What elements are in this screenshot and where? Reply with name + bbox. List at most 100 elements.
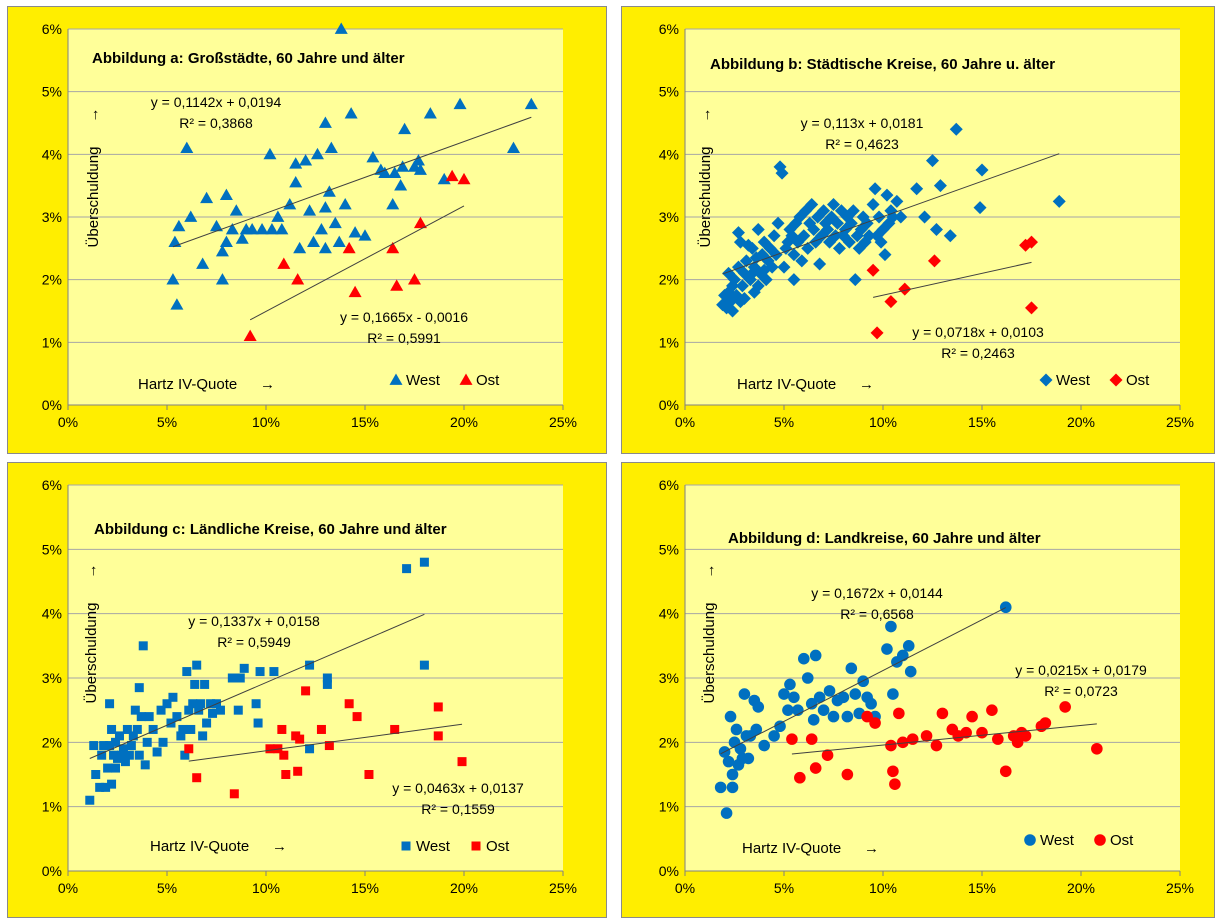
y-tick-label: 0%	[659, 863, 679, 879]
data-point-west	[897, 649, 909, 662]
x-tick-label: 10%	[869, 880, 897, 896]
data-point-ost	[992, 733, 1004, 745]
data-point-west	[107, 779, 117, 789]
data-point-west	[832, 241, 846, 255]
x-tick-label: 25%	[1166, 414, 1194, 430]
trend-equation: y = 0,0215x + 0,0179	[1015, 662, 1147, 678]
data-point-west	[124, 750, 134, 760]
data-point-west	[310, 147, 324, 160]
data-point-west	[778, 688, 790, 700]
y-axis-label: Überschuldung	[82, 603, 100, 704]
y-axis-arrow: →	[83, 564, 100, 579]
x-tick-label: 15%	[351, 880, 379, 896]
data-point-west	[229, 204, 243, 216]
data-point-west	[138, 641, 148, 651]
data-point-west	[731, 260, 745, 274]
series-west	[166, 22, 538, 310]
data-point-west	[837, 691, 850, 704]
data-point-west	[730, 723, 743, 736]
data-point-ost	[445, 169, 459, 182]
data-point-west	[132, 724, 142, 734]
data-point-ost	[277, 724, 287, 734]
x-tick-label: 10%	[252, 414, 280, 430]
data-point-west	[720, 301, 734, 315]
data-point-ost	[1025, 235, 1038, 249]
x-tick-label: 25%	[1166, 880, 1194, 896]
data-point-west	[95, 782, 105, 792]
data-point-west	[386, 197, 400, 210]
y-tick-label: 6%	[42, 477, 62, 493]
data-point-west	[774, 720, 786, 733]
y-tick-label: 5%	[42, 84, 62, 100]
legend: West Ost	[401, 838, 510, 855]
data-point-west	[396, 160, 410, 172]
x-axis-label: Hartz IV-Quote	[150, 838, 249, 855]
y-tick-label: 0%	[42, 397, 62, 413]
data-point-west	[453, 97, 467, 110]
data-point-west	[168, 235, 182, 247]
data-point-west	[140, 760, 150, 770]
data-point-west	[188, 699, 198, 709]
data-point-west	[874, 235, 888, 249]
y-axis-arrow: →	[697, 108, 714, 123]
data-point-west	[170, 298, 184, 310]
data-point-west	[437, 172, 451, 185]
data-point-ost	[786, 733, 798, 745]
data-point-west	[714, 781, 727, 794]
x-tick-label: 0%	[58, 414, 78, 430]
data-point-ost	[869, 717, 881, 729]
data-point-west	[130, 705, 140, 715]
data-point-west	[763, 241, 777, 255]
x-tick-label: 15%	[968, 414, 996, 430]
data-point-ost	[1059, 701, 1071, 713]
data-point-west	[180, 141, 194, 153]
data-point-west	[219, 235, 233, 247]
data-point-west	[731, 226, 745, 240]
data-point-west	[1052, 194, 1066, 208]
data-point-west	[178, 724, 188, 734]
data-point-west	[910, 182, 924, 196]
data-point-ost	[184, 744, 194, 754]
data-point-west	[233, 705, 243, 715]
y-axis-label: Überschuldung	[700, 603, 718, 704]
data-point-west	[275, 223, 289, 235]
x-tick-label: 0%	[58, 880, 78, 896]
data-point-west	[775, 166, 789, 180]
trendline-ost	[872, 261, 1032, 298]
legend-label-ost: Ost	[476, 372, 500, 389]
data-point-west	[726, 304, 740, 318]
legend-label-ost: Ost	[1110, 832, 1134, 849]
trend-r-squared: R² = 0,1559	[421, 801, 495, 817]
y-tick-label: 3%	[42, 670, 62, 686]
data-point-west	[419, 557, 429, 567]
data-point-west	[202, 718, 212, 728]
data-point-ost	[413, 216, 427, 229]
data-point-west	[215, 244, 229, 257]
data-point-west	[196, 699, 206, 709]
data-point-west	[788, 691, 800, 704]
trend-r-squared: R² = 0,5991	[367, 330, 441, 346]
data-point-west	[849, 688, 862, 700]
y-tick-label: 6%	[659, 477, 679, 493]
y-tick-label: 4%	[42, 146, 62, 162]
x-axis-label: Hartz IV-Quote	[737, 376, 836, 393]
data-point-west	[239, 663, 249, 673]
data-point-west	[97, 750, 107, 760]
legend-marker-ost	[1094, 834, 1106, 846]
x-tick-label: 25%	[549, 414, 577, 430]
data-point-ost	[805, 733, 818, 745]
data-point-west	[318, 241, 332, 254]
y-axis-label: Überschuldung	[696, 147, 714, 248]
series-ost	[184, 686, 467, 799]
data-point-west	[728, 273, 741, 287]
data-point-ost	[279, 750, 289, 760]
data-point-west	[105, 741, 115, 751]
y-tick-label: 1%	[659, 334, 679, 350]
data-point-west	[781, 235, 795, 249]
data-point-west	[771, 216, 785, 230]
data-point-ost	[889, 778, 901, 790]
data-point-west	[210, 219, 223, 232]
data-point-ost	[1039, 717, 1052, 729]
legend-label-west: West	[1056, 372, 1091, 389]
series-ost	[866, 235, 1038, 340]
